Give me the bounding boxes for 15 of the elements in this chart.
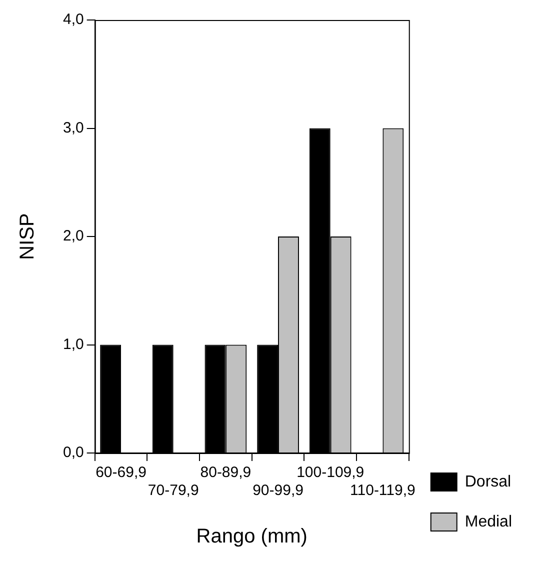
- x-tick-label: 60-69,9: [96, 464, 146, 482]
- x-tick-label: 110-119,9: [350, 482, 416, 500]
- x-tick-label: 70-79,9: [148, 482, 199, 500]
- x-tick-label: 90-99,9: [252, 482, 304, 500]
- y-axis-title: NISP: [16, 213, 39, 260]
- y-tick-label: 4,0: [62, 11, 84, 28]
- x-tick-label: 100-109,9: [296, 464, 364, 482]
- legend-label: Dorsal: [464, 473, 512, 490]
- y-tick-label: 2,0: [62, 228, 84, 245]
- legend-label: Medial: [464, 513, 512, 530]
- y-tick-label: 3,0: [62, 119, 84, 136]
- y-tick-label: 0,0: [62, 444, 84, 462]
- x-axis-title: Rango (mm): [196, 526, 308, 548]
- y-tick-label: 1,0: [62, 336, 84, 353]
- x-tick-label: 80-89,9: [200, 464, 252, 482]
